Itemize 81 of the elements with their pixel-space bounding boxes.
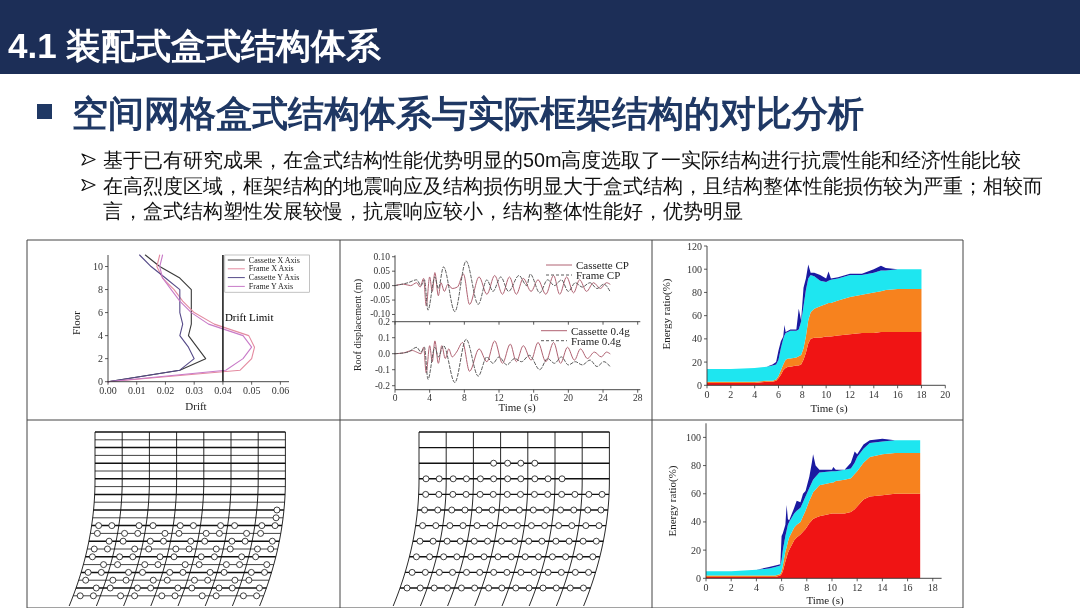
legend-label: Frame Y Axis — [248, 281, 294, 291]
text: 基于已有研究成果，在盒式结构性能优势明显的50m高度选取了一实际结构进行抗震性能和经济性能比较 — [103, 149, 1022, 171]
legend-label: Frame CP — [576, 269, 621, 281]
x-tick-label: 4 — [752, 388, 758, 400]
x-tick-label: 0.03 — [185, 385, 203, 397]
y-tick-label: 8 — [98, 284, 103, 296]
y-axis-title: Energy ratio(%) — [660, 278, 673, 350]
x-tick-label: 12 — [494, 393, 505, 404]
text: 空间网格盒式结构体系与实际框架结构的对比分析 — [72, 93, 864, 134]
x-tick-label: 0 — [392, 393, 398, 404]
x-tick-label: 28 — [632, 393, 643, 404]
x-tick-label: 14 — [868, 388, 879, 400]
x-tick-label: 12 — [852, 581, 863, 593]
x-tick-label: 10 — [821, 388, 832, 400]
x-tick-label: 10 — [826, 581, 837, 593]
legend-label: Cassette X Axis — [248, 255, 300, 265]
y-tick-label: 80 — [692, 286, 702, 298]
x-tick-label: 0.06 — [271, 385, 290, 397]
x-tick-label: 16 — [892, 388, 903, 400]
y-tick-label: 0.1 — [378, 332, 391, 343]
y-tick-label: -0.05 — [370, 295, 391, 306]
y-tick-label: 120 — [687, 240, 702, 252]
x-tick-label: 2 — [728, 388, 734, 400]
y-tick-label: 10 — [93, 261, 103, 273]
x-axis-title: Time (s) — [498, 401, 536, 414]
legend-label: Frame 0.4g — [571, 334, 622, 347]
x-tick-label: 16 — [902, 581, 913, 593]
y-tick-label: 40 — [691, 516, 701, 528]
y-tick-label: 4 — [98, 330, 103, 342]
x-tick-label: 18 — [927, 581, 938, 593]
y-tick-label: 20 — [692, 356, 702, 368]
text: 在高烈度区域，框架结构的地震响应及结构损伤明显大于盒式结构，且结构整体性能损伤较为严重；相较而言，盒式结构塑性发展较慢，抗震响应较小，结构整体性能好，优势明显 — [103, 174, 1043, 222]
y-axis-title: Roof displacement (m) — [351, 278, 364, 372]
x-tick-label: 0.04 — [214, 385, 232, 397]
y-tick-label: 20 — [691, 544, 701, 556]
x-tick-label: 6 — [779, 581, 785, 593]
y-tick-label: 6 — [98, 307, 103, 319]
y-tick-label: 60 — [691, 488, 701, 500]
x-tick-label: 0.05 — [242, 385, 261, 397]
x-tick-label: 20 — [940, 388, 951, 400]
x-tick-label: 8 — [461, 393, 467, 404]
x-tick-label: 14 — [877, 581, 888, 593]
y-axis-title: Floor — [70, 310, 82, 335]
x-tick-label: 4 — [427, 393, 433, 404]
y-tick-label: 0.10 — [373, 251, 391, 262]
x-tick-label: 4 — [753, 581, 759, 593]
legend-label: Frame X Axis — [248, 264, 294, 274]
y-tick-label: -0.2 — [374, 380, 391, 391]
y-tick-label: 40 — [692, 333, 702, 345]
x-tick-label: 6 — [775, 388, 781, 400]
legend-label: Cassette Y Axis — [248, 273, 300, 283]
x-tick-label: 0.02 — [156, 385, 175, 397]
y-tick-label: 0 — [98, 376, 103, 388]
x-axis-title: Time (s) — [806, 594, 844, 607]
x-tick-label: 18 — [916, 388, 927, 400]
y-tick-label: 60 — [692, 310, 702, 322]
legend-label: Cassette CP — [576, 259, 629, 271]
x-tick-label: 24 — [598, 393, 609, 404]
y-tick-label: 0.00 — [373, 280, 391, 291]
y-tick-label: 0.05 — [373, 266, 391, 277]
x-tick-label: 0 — [704, 388, 710, 400]
y-tick-label: 80 — [691, 460, 701, 472]
y-tick-label: 100 — [687, 263, 702, 275]
x-tick-label: 16 — [528, 393, 539, 404]
x-axis-title: Time (s) — [810, 402, 848, 415]
x-tick-label: 2 — [728, 581, 734, 593]
text: 4.1 装配式盒式结构体系 — [8, 26, 383, 65]
y-axis-title: Energy ratio(%) — [666, 465, 679, 537]
y-tick-label: -0.1 — [374, 364, 391, 375]
x-axis-title: Drift — [185, 400, 207, 412]
y-tick-label: 2 — [98, 353, 103, 365]
y-tick-label: 0 — [696, 572, 701, 584]
y-tick-label: 100 — [686, 431, 701, 443]
x-tick-label: 20 — [563, 393, 574, 404]
x-tick-label: 12 — [844, 388, 855, 400]
ref-line-label: Drift Limit — [224, 311, 274, 323]
x-tick-label: 0.01 — [127, 385, 146, 397]
y-tick-label: 0.0 — [378, 348, 391, 359]
legend-label: Cassette 0.4g — [571, 324, 631, 337]
x-tick-label: 8 — [804, 581, 810, 593]
x-tick-label: 8 — [799, 388, 805, 400]
